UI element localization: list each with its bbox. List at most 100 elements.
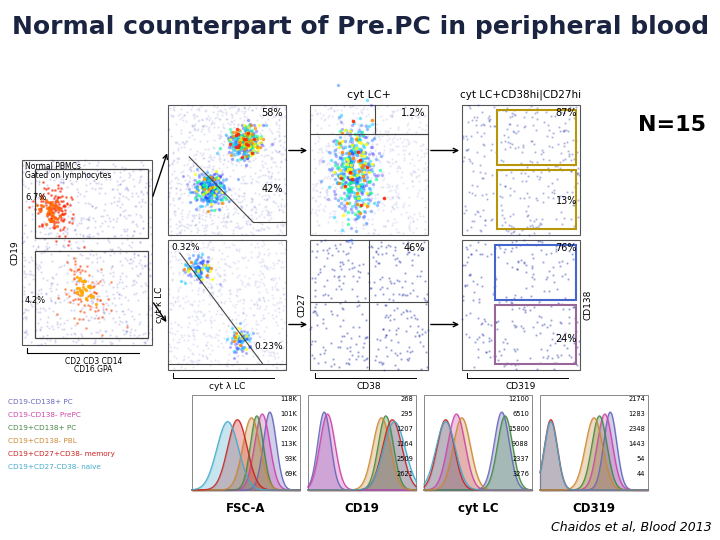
Point (109, 232, 121, 240)
Point (411, 192, 423, 201)
Point (246, 197, 258, 205)
Point (561, 187, 572, 196)
Point (172, 359, 184, 367)
Point (94, 184, 105, 192)
Point (265, 173, 276, 182)
Point (25, 197, 37, 205)
Point (273, 328, 284, 337)
Point (128, 181, 140, 190)
Point (121, 321, 132, 329)
Point (182, 323, 194, 332)
Point (231, 287, 243, 295)
Point (37, 201, 49, 210)
Point (235, 340, 246, 349)
Point (114, 168, 125, 177)
Point (243, 331, 254, 340)
Point (210, 187, 222, 195)
Point (264, 347, 275, 356)
Point (49, 208, 60, 217)
Point (521, 240, 533, 248)
Point (233, 324, 245, 333)
Point (197, 206, 209, 214)
Point (242, 124, 253, 133)
Point (91, 161, 103, 170)
Point (84, 213, 95, 222)
Point (51, 193, 63, 202)
Point (197, 312, 209, 320)
Point (330, 145, 342, 154)
Point (270, 180, 282, 188)
Point (458, 208, 469, 217)
Point (359, 148, 370, 157)
Point (338, 196, 350, 205)
Point (125, 259, 136, 267)
Point (208, 197, 220, 205)
Point (241, 131, 253, 139)
Point (207, 173, 218, 182)
Point (374, 197, 386, 205)
Point (346, 149, 357, 158)
Point (91, 258, 103, 267)
Point (323, 181, 334, 190)
Point (250, 140, 261, 149)
Point (18, 268, 30, 277)
Point (19, 287, 30, 295)
Point (372, 299, 383, 308)
Point (527, 323, 539, 332)
Point (18, 308, 30, 316)
Point (306, 247, 318, 255)
Point (202, 264, 214, 272)
Point (505, 360, 517, 368)
Point (73, 284, 85, 293)
Point (569, 302, 580, 311)
Point (82, 199, 94, 207)
Point (402, 110, 414, 119)
Point (176, 333, 188, 341)
Point (536, 146, 548, 154)
Point (335, 154, 346, 163)
Point (197, 191, 209, 199)
Point (59, 205, 71, 214)
Point (351, 185, 362, 193)
Point (401, 355, 413, 364)
Point (400, 208, 412, 217)
Point (71, 221, 83, 230)
Point (143, 264, 154, 272)
Point (337, 151, 348, 159)
Point (73, 315, 85, 323)
Point (310, 300, 322, 308)
Point (173, 146, 184, 154)
Point (410, 102, 422, 111)
Point (245, 248, 256, 256)
Point (364, 207, 375, 215)
Point (572, 361, 583, 370)
Point (202, 283, 214, 292)
Point (225, 132, 236, 140)
Point (351, 197, 362, 205)
Point (359, 154, 371, 163)
Point (197, 260, 209, 268)
Point (79, 277, 91, 286)
Point (275, 238, 287, 246)
Point (241, 151, 253, 160)
Point (91, 289, 102, 298)
Point (525, 137, 536, 145)
Point (554, 240, 565, 249)
Point (359, 161, 371, 170)
Point (217, 179, 228, 187)
Point (203, 273, 215, 281)
Point (490, 318, 502, 326)
Point (214, 178, 225, 187)
Point (57, 333, 68, 341)
Point (507, 222, 518, 231)
Point (343, 187, 354, 196)
Point (383, 182, 395, 191)
Point (191, 191, 202, 200)
Point (130, 288, 142, 297)
Point (498, 131, 510, 139)
Point (184, 185, 195, 193)
Point (463, 102, 474, 111)
Point (407, 217, 418, 225)
Point (165, 183, 176, 192)
Point (330, 139, 341, 147)
